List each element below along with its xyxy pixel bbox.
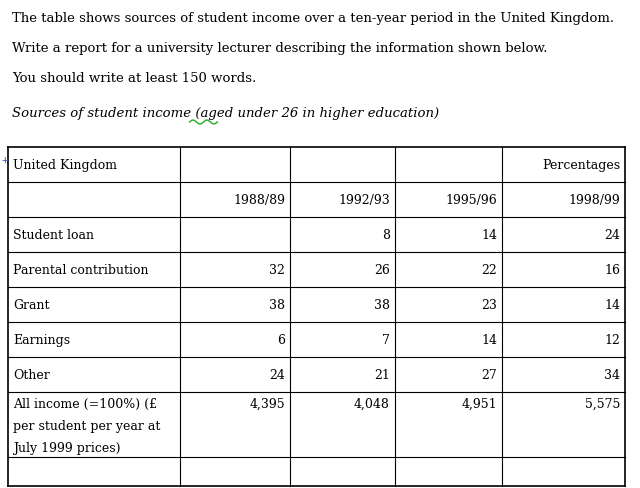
Text: 24: 24 [269, 368, 285, 381]
Text: 21: 21 [374, 368, 390, 381]
Text: 16: 16 [604, 264, 620, 276]
Text: The table shows sources of student income over a ten-year period in the United K: The table shows sources of student incom… [12, 12, 614, 25]
Text: Earnings: Earnings [13, 333, 70, 346]
Text: Sources of student income (aged under 26 in higher education): Sources of student income (aged under 26… [12, 107, 439, 120]
Text: All income (=100%) (£: All income (=100%) (£ [13, 397, 157, 410]
Text: 1992/93: 1992/93 [339, 194, 390, 206]
Text: 6: 6 [277, 333, 285, 346]
Text: 26: 26 [374, 264, 390, 276]
Text: 4,951: 4,951 [461, 397, 497, 410]
Text: 7: 7 [382, 333, 390, 346]
Text: 14: 14 [481, 333, 497, 346]
Text: 14: 14 [481, 228, 497, 242]
Text: July 1999 prices): July 1999 prices) [13, 441, 120, 454]
Text: 12: 12 [604, 333, 620, 346]
Text: You should write at least 150 words.: You should write at least 150 words. [12, 72, 256, 85]
Text: Percentages: Percentages [542, 159, 620, 172]
Text: 32: 32 [269, 264, 285, 276]
Text: Parental contribution: Parental contribution [13, 264, 148, 276]
Text: 5,575: 5,575 [584, 397, 620, 410]
Text: Write a report for a university lecturer describing the information shown below.: Write a report for a university lecturer… [12, 42, 547, 55]
Text: 24: 24 [604, 228, 620, 242]
Text: +: + [2, 155, 9, 164]
Text: Student loan: Student loan [13, 228, 94, 242]
Text: 1998/99: 1998/99 [568, 194, 620, 206]
Text: 22: 22 [481, 264, 497, 276]
Text: 4,048: 4,048 [354, 397, 390, 410]
Text: 14: 14 [604, 298, 620, 311]
Text: 1995/96: 1995/96 [445, 194, 497, 206]
Text: 27: 27 [481, 368, 497, 381]
Text: United Kingdom: United Kingdom [13, 159, 117, 172]
Text: 38: 38 [269, 298, 285, 311]
Text: 8: 8 [382, 228, 390, 242]
Text: 38: 38 [374, 298, 390, 311]
Text: Grant: Grant [13, 298, 49, 311]
Text: 34: 34 [604, 368, 620, 381]
Text: Other: Other [13, 368, 50, 381]
Text: per student per year at: per student per year at [13, 419, 161, 432]
Text: 4,395: 4,395 [250, 397, 285, 410]
Text: 23: 23 [481, 298, 497, 311]
Text: 1988/89: 1988/89 [233, 194, 285, 206]
